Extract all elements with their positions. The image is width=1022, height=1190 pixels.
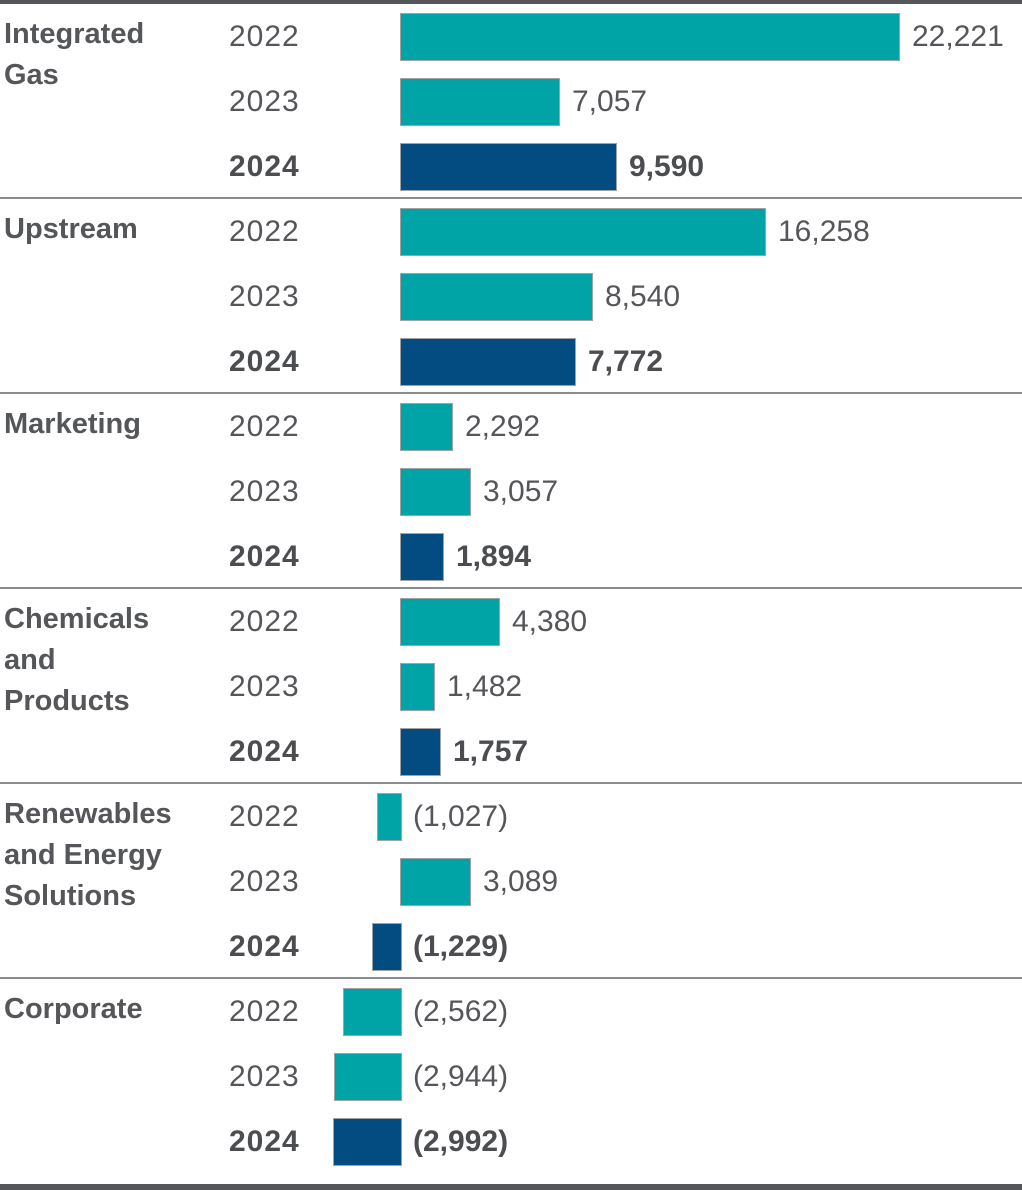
value-label: 8,540 — [605, 280, 681, 313]
value-label: 22,221 — [912, 20, 1004, 53]
segment-section: Renewables and Energy Solutions 2022 (1,02… — [0, 784, 1022, 979]
bar-row: 2022 4,380 — [0, 598, 1022, 646]
bar-row: 2022 (2,562) — [0, 988, 1022, 1036]
bar — [400, 663, 435, 711]
segment-label: Corporate — [4, 993, 143, 1025]
value-label: (1,229) — [413, 930, 509, 963]
year-label: 2024 — [229, 735, 300, 768]
segment-rows: 2022 2,292 2023 3,057 2024 1,894 — [0, 403, 1022, 581]
segment-rows: 2022 (1,027) 2023 3,089 2024 (1,229) — [0, 793, 1022, 971]
value-label: 9,590 — [629, 150, 705, 183]
value-label: 1,894 — [456, 540, 532, 573]
segment-label: Integrated Gas — [4, 18, 145, 91]
bar-row: 2022 (1,027) — [0, 793, 1022, 841]
year-label: 2022 — [229, 995, 300, 1028]
bar — [400, 858, 471, 906]
value-label: (2,562) — [413, 995, 509, 1028]
bar-row: 2024 1,894 — [0, 533, 1022, 581]
bar-row: 2023 3,057 — [0, 468, 1022, 516]
value-label: 1,757 — [453, 735, 529, 768]
bar-row: 2024 9,590 — [0, 143, 1022, 191]
value-label: (2,944) — [413, 1060, 509, 1093]
bar — [400, 533, 444, 581]
year-label: 2022 — [229, 800, 300, 833]
bar-row: 2024 (2,992) — [0, 1118, 1022, 1166]
year-label: 2022 — [229, 215, 300, 248]
segment-label: Renewables and Energy Solutions — [4, 798, 172, 912]
bar-row: 2023 (2,944) — [0, 1053, 1022, 1101]
segment-rows: 2022 16,258 2023 8,540 2024 7,772 — [0, 208, 1022, 386]
segment-section: Integrated Gas 2022 22,221 2023 7,057 202… — [0, 4, 1022, 199]
bar — [372, 923, 402, 971]
year-label: 2023 — [229, 475, 300, 508]
year-label: 2023 — [229, 865, 300, 898]
year-label: 2024 — [229, 150, 300, 183]
value-label: 7,772 — [588, 345, 664, 378]
year-label: 2023 — [229, 670, 300, 703]
bar-row: 2023 8,540 — [0, 273, 1022, 321]
bar — [400, 78, 560, 126]
segment-section: Marketing 2022 2,292 2023 3,057 2024 1,8… — [0, 394, 1022, 589]
year-label: 2024 — [229, 345, 300, 378]
bar — [377, 793, 402, 841]
year-label: 2023 — [229, 1060, 300, 1093]
bar-row: 2023 3,089 — [0, 858, 1022, 906]
bar — [400, 13, 900, 61]
year-label: 2023 — [229, 85, 300, 118]
bar-row: 2024 7,772 — [0, 338, 1022, 386]
value-label: 1,482 — [447, 670, 523, 703]
segment-rows: 2022 22,221 2023 7,057 2024 9,590 — [0, 13, 1022, 191]
bar — [400, 208, 766, 256]
segment-label: Upstream — [4, 213, 138, 245]
bar-row: 2024 1,757 — [0, 728, 1022, 776]
value-label: 7,057 — [572, 85, 648, 118]
year-label: 2024 — [229, 930, 300, 963]
bar — [400, 338, 576, 386]
value-label: 16,258 — [778, 215, 870, 248]
bar — [333, 1118, 402, 1166]
segment-section: Upstream 2022 16,258 2023 8,540 2024 7,7… — [0, 199, 1022, 394]
year-label: 2023 — [229, 280, 300, 313]
bar — [334, 1053, 402, 1101]
value-label: 4,380 — [512, 605, 588, 638]
value-label: (2,992) — [413, 1125, 509, 1158]
year-label: 2022 — [229, 410, 300, 443]
segment-rows: 2022 (2,562) 2023 (2,944) 2024 (2,992) — [0, 988, 1022, 1166]
segment-rows: 2022 4,380 2023 1,482 2024 1,757 — [0, 598, 1022, 776]
segment-label: Chemicals and Products — [4, 603, 150, 717]
bar-row: 2022 2,292 — [0, 403, 1022, 451]
year-label: 2022 — [229, 605, 300, 638]
bar-row: 2022 16,258 — [0, 208, 1022, 256]
bar — [400, 143, 617, 191]
bar — [400, 728, 441, 776]
bar-row: 2023 1,482 — [0, 663, 1022, 711]
segment-section: Corporate 2022 (2,562) 2023 (2,944) 2024… — [0, 979, 1022, 1174]
bar — [400, 598, 500, 646]
bar — [400, 468, 471, 516]
year-label: 2024 — [229, 540, 300, 573]
bar — [400, 403, 453, 451]
chart-top-rule — [0, 0, 1022, 4]
bar — [400, 273, 593, 321]
value-label: 3,057 — [483, 475, 559, 508]
segment-label: Marketing — [4, 408, 141, 440]
year-label: 2022 — [229, 20, 300, 53]
year-label: 2024 — [229, 1125, 300, 1158]
chart-body: Integrated Gas 2022 22,221 2023 7,057 202… — [0, 4, 1022, 1174]
value-label: 3,089 — [483, 865, 559, 898]
bar-row: 2023 7,057 — [0, 78, 1022, 126]
bar-row: 2024 (1,229) — [0, 923, 1022, 971]
bar — [343, 988, 402, 1036]
segment-section: Chemicals and Products 2022 4,380 2023 1,4… — [0, 589, 1022, 784]
value-label: 2,292 — [465, 410, 541, 443]
chart-bottom-rule — [0, 1184, 1022, 1190]
bar-row: 2022 22,221 — [0, 13, 1022, 61]
value-label: (1,027) — [413, 800, 509, 833]
